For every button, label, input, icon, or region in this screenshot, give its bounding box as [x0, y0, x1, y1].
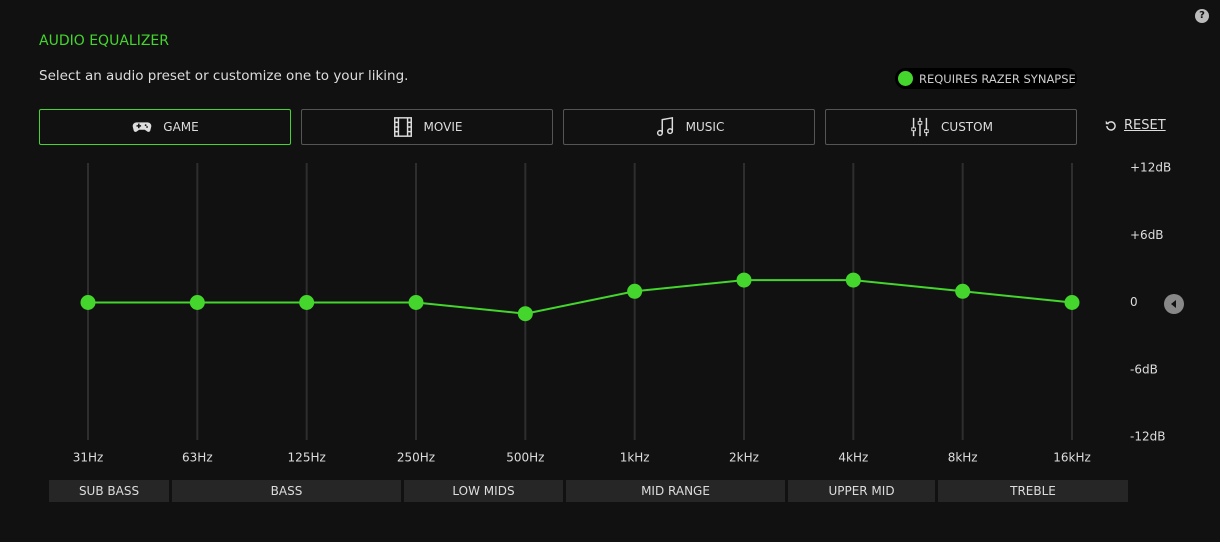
scroll-arrow[interactable] [1164, 294, 1184, 314]
arrow-icon [1171, 300, 1176, 308]
eq-point [736, 272, 752, 288]
eq-line [88, 279, 1073, 315]
band-label: MID RANGE [566, 480, 785, 502]
title: AUDIO EQUALIZER [39, 33, 169, 49]
reset-label: RESET [1124, 118, 1166, 133]
custom-icon [911, 117, 929, 137]
preset-label: MUSIC [685, 120, 725, 134]
band-label: LOW MIDS [404, 480, 563, 502]
synapse-badge: REQUIRES RAZER SYNAPSE [895, 68, 1077, 89]
eq-point [955, 283, 971, 299]
help-button[interactable]: ? [1195, 9, 1209, 23]
y-tick-label: 0 [1130, 295, 1138, 309]
preset-label: CUSTOM [941, 120, 993, 134]
eq-point [80, 295, 96, 310]
game-icon [132, 122, 152, 132]
x-tick-label: 4kHz [838, 451, 868, 465]
badge-icon [898, 71, 913, 86]
eq-point [1064, 295, 1080, 310]
x-tick-label: 125Hz [288, 451, 326, 465]
eq-point [189, 295, 205, 310]
x-tick-label: 63Hz [182, 451, 213, 465]
subtitle: Select an audio preset or customize one … [39, 68, 409, 84]
band-label: UPPER MID [788, 480, 935, 502]
x-tick-label: 1kHz [620, 451, 650, 465]
x-tick-label: 500Hz [506, 451, 544, 465]
eq-point [517, 306, 533, 322]
preset-button[interactable]: MOVIE [301, 109, 553, 145]
x-tick-label: 16kHz [1053, 451, 1091, 465]
eq-point [408, 295, 424, 310]
movie-icon [393, 117, 412, 137]
x-tick-label: 8kHz [948, 451, 978, 465]
preset-button[interactable]: MUSIC [563, 109, 815, 145]
music-icon [656, 116, 673, 136]
preset-label: GAME [163, 120, 199, 134]
reset-button[interactable]: RESET [1104, 118, 1166, 133]
reset-icon [1105, 120, 1116, 131]
eq-point [299, 295, 315, 310]
y-tick-label: +6dB [1130, 228, 1164, 242]
preset-button[interactable]: GAME [39, 109, 291, 145]
y-tick-label: +12dB [1130, 161, 1171, 175]
preset-button[interactable]: CUSTOM [825, 109, 1077, 145]
band-label: BASS [172, 480, 401, 502]
x-tick-label: 250Hz [397, 451, 435, 465]
eq-point [627, 283, 643, 299]
band-label: SUB BASS [49, 480, 169, 502]
preset-label: MOVIE [423, 120, 463, 134]
band-label: TREBLE [938, 480, 1128, 502]
x-tick-label: 2kHz [729, 451, 759, 465]
y-tick-label: -12dB [1130, 430, 1165, 444]
y-tick-label: -6dB [1130, 362, 1158, 376]
x-tick-label: 31Hz [73, 451, 104, 465]
eq-point [845, 272, 861, 288]
badge-text: REQUIRES RAZER SYNAPSE [919, 71, 1076, 86]
